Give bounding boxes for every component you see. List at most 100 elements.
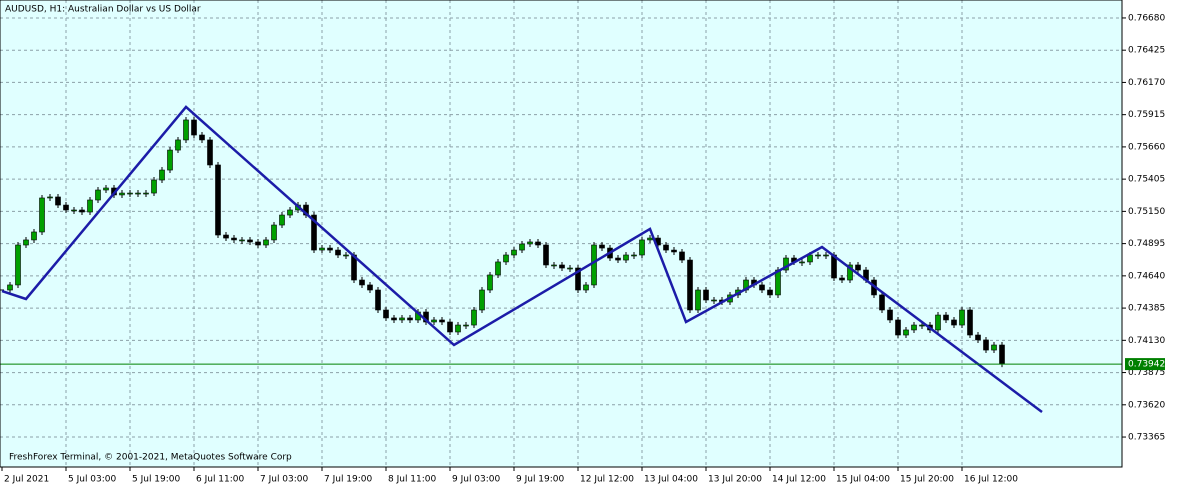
- candle: [647, 237, 653, 241]
- candle: [623, 254, 629, 261]
- x-tick-label: 14 Jul 12:00: [772, 475, 826, 485]
- candle: [775, 269, 781, 296]
- candle: [583, 284, 589, 291]
- candle: [359, 279, 365, 286]
- x-tick-label: 9 Jul 19:00: [516, 475, 565, 485]
- candle: [991, 344, 997, 351]
- candle: [407, 317, 413, 321]
- candle: [807, 254, 813, 263]
- candle: [639, 239, 645, 256]
- candle: [511, 249, 517, 256]
- candle: [839, 277, 845, 281]
- y-tick-label: 0.75660: [1128, 142, 1165, 152]
- candle: [191, 119, 197, 136]
- candle: [279, 214, 285, 226]
- candle: [199, 134, 205, 141]
- candle: [39, 197, 45, 233]
- candle: [367, 284, 373, 291]
- candle: [319, 247, 325, 251]
- candle: [383, 309, 389, 319]
- candle: [879, 294, 885, 311]
- candle: [679, 251, 685, 261]
- candle: [159, 169, 165, 181]
- last-price-label: 0.73942: [1128, 360, 1165, 370]
- candle: [127, 192, 133, 195]
- candle: [967, 309, 973, 336]
- candle: [71, 209, 77, 212]
- x-tick-label: 6 Jul 11:00: [196, 475, 245, 485]
- candle: [783, 257, 789, 271]
- candle: [543, 244, 549, 266]
- y-tick-label: 0.74895: [1128, 239, 1165, 249]
- candle: [815, 254, 821, 257]
- candle: [231, 237, 237, 241]
- candle: [79, 209, 85, 213]
- candle: [471, 309, 477, 326]
- candle: [975, 334, 981, 341]
- x-tick-label: 15 Jul 04:00: [836, 475, 890, 485]
- candle: [671, 249, 677, 253]
- candle: [615, 257, 621, 261]
- candle: [7, 284, 13, 291]
- candle: [663, 244, 669, 251]
- candle: [687, 259, 693, 311]
- candle: [527, 241, 533, 245]
- candle: [503, 254, 509, 263]
- candle: [55, 196, 61, 206]
- candle: [631, 254, 637, 257]
- candle: [959, 309, 965, 326]
- candle: [47, 196, 53, 199]
- candle: [447, 321, 453, 333]
- y-tick-label: 0.76680: [1128, 13, 1165, 23]
- candle: [263, 239, 269, 246]
- candle: [15, 244, 21, 286]
- candle: [799, 261, 805, 264]
- y-tick-label: 0.73365: [1128, 433, 1165, 443]
- y-tick-label: 0.74640: [1128, 271, 1165, 281]
- candle: [887, 309, 893, 321]
- x-tick-label: 12 Jul 12:00: [580, 475, 634, 485]
- candle: [519, 243, 525, 251]
- candle: [567, 267, 573, 270]
- last-price-box: [1125, 358, 1165, 371]
- x-tick-label: 7 Jul 19:00: [324, 475, 373, 485]
- y-tick-label: 0.73875: [1128, 368, 1165, 378]
- candle: [327, 247, 333, 251]
- candle: [87, 199, 93, 213]
- candle: [183, 119, 189, 141]
- x-tick-label: 15 Jul 20:00: [900, 475, 954, 485]
- candle: [535, 241, 541, 246]
- candle: [399, 317, 405, 321]
- candle: [343, 254, 349, 257]
- y-tick-label: 0.75150: [1128, 207, 1165, 217]
- candle: [847, 264, 853, 281]
- x-tick-label: 16 Jul 12:00: [964, 475, 1018, 485]
- candle: [903, 329, 909, 336]
- candle: [239, 239, 245, 242]
- candle: [391, 317, 397, 321]
- x-tick-label: 13 Jul 04:00: [644, 475, 698, 485]
- candle: [551, 264, 557, 267]
- y-tick-label: 0.76425: [1128, 46, 1165, 56]
- candle: [23, 239, 29, 246]
- candle: [591, 244, 597, 286]
- candle: [31, 231, 37, 241]
- x-tick-label: 13 Jul 20:00: [708, 475, 762, 485]
- candle: [951, 319, 957, 326]
- candle: [271, 224, 277, 241]
- y-tick-label: 0.75915: [1128, 110, 1165, 120]
- candle: [63, 204, 69, 211]
- candle: [911, 324, 917, 331]
- y-tick-label: 0.74385: [1128, 304, 1165, 314]
- candle: [487, 274, 493, 291]
- candle: [95, 189, 101, 201]
- candle: [479, 289, 485, 311]
- candle: [703, 289, 709, 301]
- candle: [335, 249, 341, 256]
- candle: [759, 284, 765, 291]
- y-tick-label: 0.74130: [1128, 336, 1165, 346]
- candle: [943, 314, 949, 321]
- candle: [311, 214, 317, 251]
